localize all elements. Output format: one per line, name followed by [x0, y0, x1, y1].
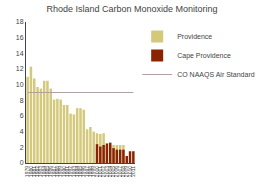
svg-text:1984: 1984	[41, 166, 47, 177]
svg-text:1979: 1979	[24, 166, 30, 177]
svg-text:2004: 2004	[107, 166, 113, 177]
svg-text:1996: 1996	[80, 166, 86, 177]
svg-text:2002: 2002	[100, 166, 106, 177]
svg-text:8: 8	[20, 97, 24, 104]
svg-text:Cape Providence: Cape Providence	[177, 52, 231, 60]
svg-text:1995: 1995	[77, 166, 83, 177]
svg-text:1992: 1992	[67, 166, 73, 177]
svg-text:1993: 1993	[71, 166, 77, 177]
svg-text:2: 2	[20, 144, 24, 151]
svg-text:12: 12	[16, 65, 24, 72]
svg-text:16: 16	[16, 34, 24, 41]
svg-text:2001: 2001	[97, 166, 103, 177]
svg-text:1983: 1983	[37, 166, 43, 177]
svg-text:1985: 1985	[44, 166, 50, 177]
svg-text:4: 4	[20, 128, 24, 135]
svg-text:2009: 2009	[123, 166, 129, 177]
svg-text:2008: 2008	[120, 166, 126, 177]
svg-text:1998: 1998	[87, 166, 93, 177]
svg-text:14: 14	[16, 50, 24, 57]
svg-text:1987: 1987	[51, 166, 57, 177]
svg-text:CO NAAQS Air Standard: CO NAAQS Air Standard	[177, 71, 255, 79]
svg-text:18: 18	[16, 18, 24, 25]
svg-text:1988: 1988	[54, 166, 60, 177]
svg-text:1990: 1990	[61, 166, 67, 177]
svg-text:1986: 1986	[47, 166, 53, 177]
svg-text:2010: 2010	[127, 166, 133, 177]
svg-text:1989: 1989	[57, 166, 63, 177]
svg-text:2007: 2007	[117, 166, 123, 177]
svg-text:2005: 2005	[110, 166, 116, 177]
svg-text:2006: 2006	[113, 166, 119, 177]
svg-text:Rhode Island Carbon Monoxide M: Rhode Island Carbon Monoxide Monitoring	[46, 4, 217, 14]
svg-text:2011: 2011	[130, 166, 136, 177]
svg-text:10: 10	[16, 81, 24, 88]
svg-text:1991: 1991	[64, 166, 70, 177]
svg-text:0: 0	[20, 159, 24, 166]
svg-text:1982: 1982	[34, 166, 40, 177]
svg-text:2003: 2003	[104, 166, 110, 177]
svg-text:1981: 1981	[31, 166, 37, 177]
svg-text:Providence: Providence	[177, 33, 212, 40]
svg-text:1997: 1997	[84, 166, 90, 177]
svg-text:1980: 1980	[28, 166, 34, 177]
svg-text:1994: 1994	[74, 166, 80, 177]
svg-text:6: 6	[20, 112, 24, 119]
svg-text:1999: 1999	[90, 166, 96, 177]
svg-text:2000: 2000	[94, 166, 100, 177]
